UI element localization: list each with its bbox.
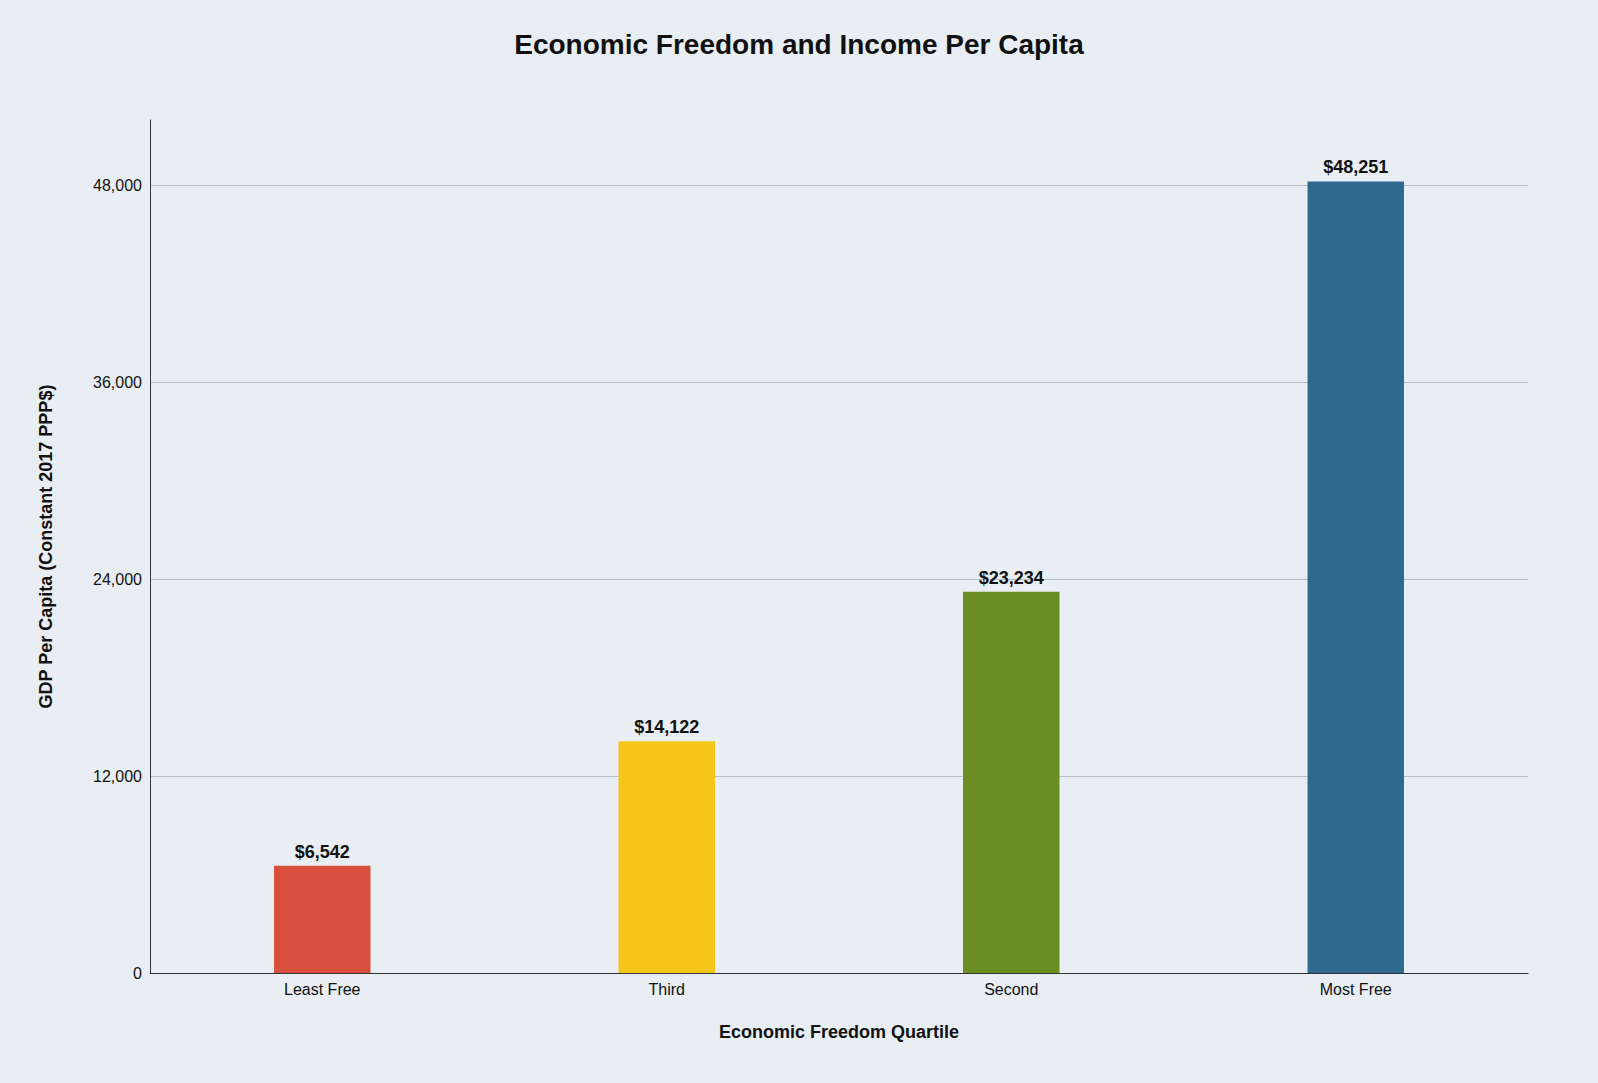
svg-text:Least Free: Least Free <box>284 981 361 998</box>
svg-text:Third: Third <box>649 981 685 998</box>
svg-text:$6,542: $6,542 <box>295 842 350 862</box>
svg-text:Most Free: Most Free <box>1320 981 1392 998</box>
svg-text:36,000: 36,000 <box>93 374 142 391</box>
svg-text:0: 0 <box>133 965 142 982</box>
svg-text:12,000: 12,000 <box>93 768 142 785</box>
svg-text:24,000: 24,000 <box>93 571 142 588</box>
svg-text:Economic Freedom Quartile: Economic Freedom Quartile <box>719 1022 959 1042</box>
svg-text:Second: Second <box>984 981 1038 998</box>
svg-text:48,000: 48,000 <box>93 177 142 194</box>
svg-text:$23,234: $23,234 <box>979 568 1044 588</box>
svg-text:GDP Per Capita (Constant 2017: GDP Per Capita (Constant 2017 PPP$) <box>36 385 56 709</box>
svg-text:$14,122: $14,122 <box>634 717 699 737</box>
svg-text:Economic Freedom and Income Pe: Economic Freedom and Income Per Capita <box>514 29 1084 60</box>
svg-text:$48,251: $48,251 <box>1323 157 1388 177</box>
